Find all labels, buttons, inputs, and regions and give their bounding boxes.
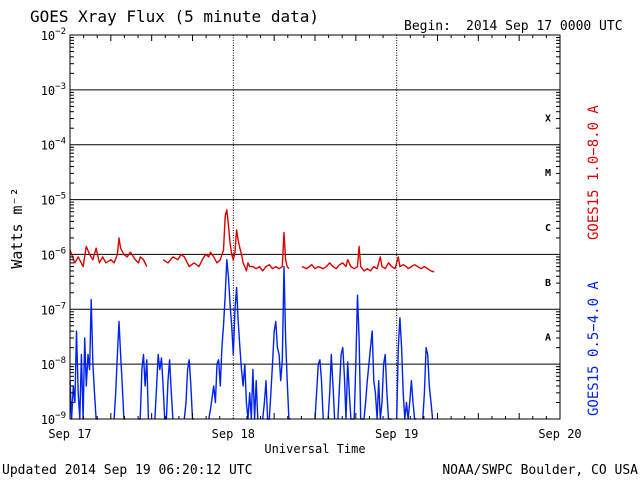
y-tick-label: 10−6 <box>41 246 66 262</box>
y-tick-label: 10−4 <box>41 137 66 153</box>
series-long-channel-line <box>69 209 435 273</box>
flare-class-label: M <box>545 168 551 179</box>
legend-long-channel: GOES15 1.0−8.0 A <box>586 105 602 240</box>
axis-ticks <box>70 35 560 419</box>
chart-title: GOES Xray Flux (5 minute data) <box>30 7 319 26</box>
y-tick-label: 10−2 <box>41 27 66 43</box>
begin-value: 2014 Sep 17 0000 UTC <box>466 19 623 34</box>
y-tick-label: 10−5 <box>41 192 66 208</box>
series-layer <box>69 209 435 420</box>
flare-class-label: A <box>545 333 551 344</box>
y-tick-label: 10−8 <box>41 356 66 372</box>
y-tick-label: 10−3 <box>41 82 66 98</box>
flare-class-label: C <box>545 223 551 234</box>
x-tick-label: Sep 18 <box>212 427 255 441</box>
updated-timestamp: Updated 2014 Sep 19 06:20:12 UTC <box>2 463 252 478</box>
legend-short-channel: GOES15 0.5−4.0 A <box>586 281 602 416</box>
y-axis-label: Watts m⁻² <box>8 187 26 268</box>
y-tick-label: 10−9 <box>41 411 66 427</box>
axis-labels: 10−9 10−8 10−7 10−6 10−5 10−4 10−3 10−2 Sep 17 Se… <box>41 27 582 441</box>
flare-class-label: X <box>545 113 551 124</box>
flare-class-label: B <box>545 278 551 289</box>
x-tick-label: Sep 17 <box>48 427 91 441</box>
source-credit: NOAA/SWPC Boulder, CO USA <box>442 463 638 478</box>
begin-label: Begin: <box>404 19 451 34</box>
x-tick-label: Sep 20 <box>538 427 581 441</box>
series-short-channel-line <box>69 259 434 420</box>
y-tick-label: 10−7 <box>41 301 66 317</box>
x-axis-label: Universal Time <box>264 442 365 456</box>
x-tick-label: Sep 19 <box>375 427 418 441</box>
